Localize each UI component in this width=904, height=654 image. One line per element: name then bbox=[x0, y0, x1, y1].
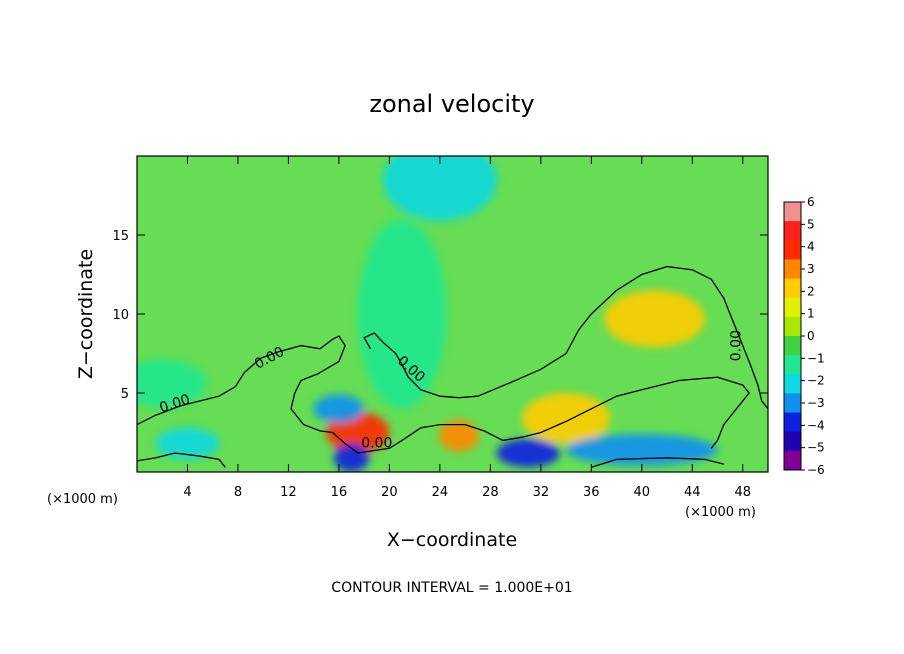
x-axis-label: X−coordinate bbox=[387, 529, 517, 551]
field-feature-3 bbox=[521, 393, 611, 444]
x-tick-label: 36 bbox=[583, 485, 600, 500]
velocity-field bbox=[137, 156, 718, 472]
colorbar-label: 6 bbox=[807, 195, 815, 209]
x-tick-label: 16 bbox=[331, 485, 348, 500]
colorbar-label: −5 bbox=[807, 441, 825, 455]
field-feature-2 bbox=[603, 290, 705, 348]
y-axis-ticks: 5 10 15 bbox=[112, 229, 768, 402]
colorbar-label: −2 bbox=[807, 374, 825, 388]
colorbar-label: 4 bbox=[807, 240, 815, 254]
colorbar-label: 3 bbox=[807, 262, 815, 276]
field-feature-6 bbox=[313, 394, 365, 424]
zero-contour-1 bbox=[363, 265, 768, 410]
field-feature-7 bbox=[333, 443, 370, 472]
field-feature-0 bbox=[383, 156, 497, 221]
zero-contour-2 bbox=[137, 452, 226, 468]
x-tick-label: 24 bbox=[432, 485, 449, 500]
colorbar-label: −3 bbox=[807, 396, 825, 410]
colorbar-swatch bbox=[784, 278, 801, 299]
contour-interval-text: CONTOUR INTERVAL = 1.000E+01 bbox=[331, 580, 572, 596]
zero-contour-0 bbox=[137, 335, 750, 454]
colorbar-label: 1 bbox=[807, 307, 815, 321]
x-tick-label: 44 bbox=[684, 485, 701, 500]
x-tick-label: 48 bbox=[734, 485, 751, 500]
chart-title: zonal velocity bbox=[369, 90, 534, 118]
colorbar-swatch bbox=[784, 355, 801, 375]
contour-label-4: 0.00 bbox=[728, 330, 744, 361]
colorbar-swatch bbox=[784, 450, 801, 471]
colorbar-swatch bbox=[784, 297, 801, 318]
colorbar-swatch bbox=[784, 393, 801, 414]
colorbar-swatch bbox=[784, 240, 801, 260]
x-tick-label: 28 bbox=[482, 485, 499, 500]
x-tick-label: 20 bbox=[381, 485, 398, 500]
zero-contours bbox=[137, 265, 768, 468]
colorbar-label: 2 bbox=[807, 284, 815, 298]
colorbar-swatch bbox=[784, 259, 801, 280]
colorbar-label: 0 bbox=[807, 329, 815, 343]
x-unit-label-right: (×1000 m) bbox=[685, 505, 756, 520]
colorbar: 6 5 4 3 2 1 0 −1 −2 −3 −4 −5 −6 bbox=[783, 195, 825, 477]
colorbar-swatch bbox=[784, 316, 801, 337]
field-feature-5 bbox=[438, 419, 480, 452]
colorbar-label: −4 bbox=[807, 418, 825, 432]
colorbar-swatch bbox=[784, 374, 801, 394]
colorbar-swatch bbox=[784, 431, 801, 452]
y-axis-label: Z−coordinate bbox=[75, 249, 97, 379]
x-tick-label: 4 bbox=[183, 485, 191, 500]
colorbar-swatch bbox=[784, 221, 801, 241]
colorbar-swatch bbox=[784, 412, 801, 433]
field-feature-8 bbox=[566, 434, 718, 466]
x-tick-label: 12 bbox=[280, 485, 297, 500]
x-tick-label: 32 bbox=[533, 485, 550, 500]
x-tick-label: 40 bbox=[634, 485, 651, 500]
field-feature-10 bbox=[155, 427, 220, 460]
field-feature-9 bbox=[496, 438, 560, 468]
x-unit-label-left: (×1000 m) bbox=[47, 492, 118, 507]
y-tick-label: 5 bbox=[121, 387, 129, 402]
colorbar-swatch bbox=[784, 202, 801, 222]
contour-label-3: 0.00 bbox=[361, 436, 392, 452]
y-tick-label: 15 bbox=[112, 229, 129, 244]
colorbar-label: 5 bbox=[807, 217, 815, 231]
field-feature-11 bbox=[137, 359, 207, 408]
y-tick-label: 10 bbox=[112, 308, 129, 323]
zero-contour-3 bbox=[591, 457, 724, 468]
colorbar-label: −1 bbox=[807, 351, 825, 365]
x-axis-ticks: 4 8 12 16 20 24 28 32 36 40 44 48 bbox=[183, 156, 751, 500]
colorbar-label: −6 bbox=[807, 463, 825, 477]
field-feature-1 bbox=[357, 219, 447, 409]
colorbar-swatch bbox=[784, 336, 801, 356]
x-tick-label: 8 bbox=[234, 485, 242, 500]
